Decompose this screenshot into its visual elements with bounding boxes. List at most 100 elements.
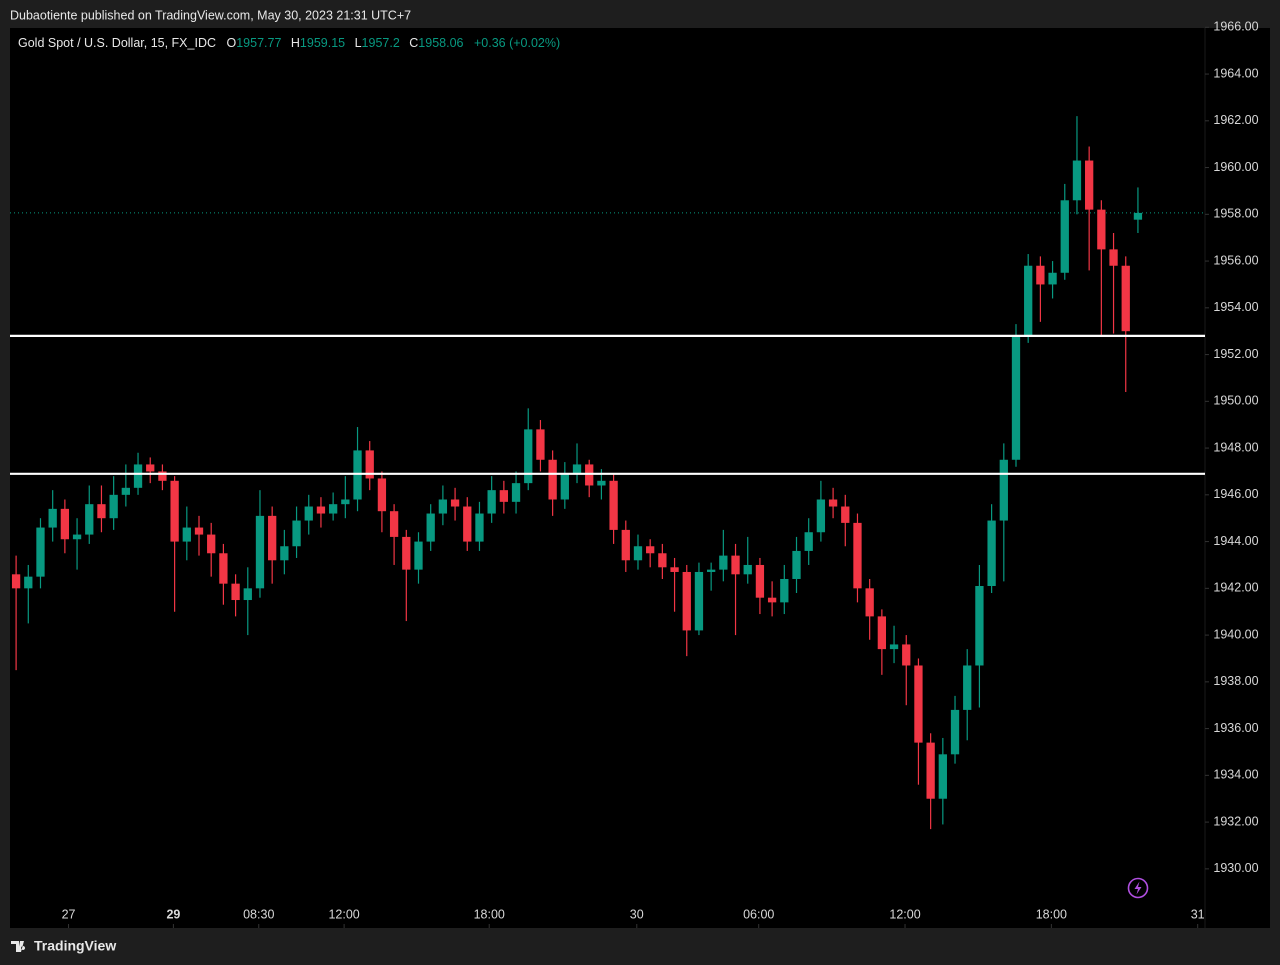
candle-body: [475, 513, 484, 542]
y-tick-label: 1954.00: [1213, 300, 1258, 314]
candle-body: [938, 754, 947, 799]
candle-body: [341, 499, 350, 505]
candle-body: [743, 564, 752, 575]
candle-body: [97, 504, 106, 519]
candle-body: [170, 480, 179, 542]
candle-body: [1085, 160, 1094, 210]
candle-body: [109, 494, 118, 519]
close-label: C: [409, 36, 418, 50]
candle-body: [1036, 265, 1045, 285]
candle-body: [1133, 212, 1143, 220]
candle-body: [207, 534, 216, 554]
y-tick-label: 1946.00: [1213, 487, 1258, 501]
candle-body: [1121, 265, 1130, 332]
candle-body: [1060, 200, 1069, 273]
x-tick-label: 27: [62, 907, 76, 921]
symbol: Gold Spot / U.S. Dollar, 15, FX_IDC: [18, 36, 216, 50]
candle-body: [646, 546, 655, 554]
candle-body: [767, 597, 777, 603]
candle-body: [280, 546, 289, 561]
candle-body: [889, 644, 899, 650]
high-label: H: [291, 36, 300, 50]
candle-body: [365, 450, 374, 479]
candle-body: [597, 480, 606, 486]
candle-body: [707, 569, 716, 572]
candle-body: [133, 464, 143, 488]
x-tick-label: 06:00: [743, 907, 774, 921]
low-value: 1957.2: [362, 36, 400, 50]
candle-body: [975, 586, 984, 666]
candle-body: [438, 499, 448, 514]
candle-body: [865, 588, 874, 617]
candle-body: [780, 578, 789, 603]
candle-body: [1024, 265, 1033, 336]
candle-body: [158, 471, 167, 481]
y-tick-label: 1962.00: [1213, 113, 1258, 127]
candle-body: [219, 553, 228, 584]
publish-info: Dubaotiente published on TradingView.com…: [10, 8, 411, 22]
candle-body: [243, 588, 252, 601]
candle-body: [609, 480, 618, 530]
change: +0.36 (+0.02%): [474, 36, 560, 50]
y-tick-label: 1934.00: [1213, 768, 1258, 782]
candle-body: [389, 511, 399, 537]
candle-body: [633, 546, 643, 561]
candle-body: [85, 504, 94, 535]
candle-body: [146, 464, 155, 472]
candle-body: [304, 506, 313, 521]
candle-body: [926, 742, 935, 799]
close-value: 1958.06: [418, 36, 463, 50]
candle-body: [511, 483, 521, 502]
high-value: 1959.15: [300, 36, 345, 50]
x-tick-label: 29: [166, 907, 180, 921]
y-tick-label: 1940.00: [1213, 627, 1258, 641]
candle-body: [804, 532, 813, 551]
candle-body: [1109, 249, 1118, 266]
plot-area: [10, 28, 1270, 928]
candle-body: [560, 473, 569, 500]
candle-body: [792, 550, 801, 579]
x-tick-label: 31: [1191, 907, 1205, 921]
candle-body: [658, 553, 667, 568]
candle-body: [828, 499, 838, 507]
candle-body: [682, 571, 691, 631]
candle-body: [1097, 209, 1106, 250]
candle-body: [1048, 272, 1057, 285]
candle-body: [548, 459, 557, 500]
y-tick-label: 1948.00: [1213, 440, 1258, 454]
candle-body: [524, 429, 533, 484]
candle-body: [902, 644, 911, 666]
y-tick-label: 1944.00: [1213, 534, 1258, 548]
candle-body: [572, 464, 582, 474]
y-tick-label: 1960.00: [1213, 160, 1258, 174]
candle-body: [231, 583, 240, 601]
candle-body: [182, 527, 191, 542]
x-tick-label: 12:00: [889, 907, 920, 921]
x-tick-label: 08:30: [243, 907, 274, 921]
x-tick-label: 30: [630, 907, 644, 921]
candle-body: [999, 459, 1008, 521]
candle-body: [463, 506, 472, 542]
y-tick-label: 1966.00: [1213, 20, 1258, 34]
candle-body: [48, 508, 57, 528]
open-label: O: [226, 36, 236, 50]
candle-body: [1011, 335, 1021, 460]
candle-body: [353, 450, 362, 500]
candle-body: [670, 567, 679, 572]
y-tick-label: 1952.00: [1213, 347, 1258, 361]
alert-icon[interactable]: [1127, 877, 1149, 899]
candle-body: [816, 499, 826, 533]
x-tick-label: 12:00: [328, 907, 359, 921]
candle-body: [24, 576, 33, 589]
candle-body: [121, 487, 130, 495]
y-tick-label: 1950.00: [1213, 394, 1258, 408]
y-tick-label: 1942.00: [1213, 581, 1258, 595]
x-tick-label: 18:00: [474, 907, 505, 921]
y-tick-label: 1958.00: [1213, 207, 1258, 221]
brand-name: TradingView: [34, 938, 116, 954]
candle-body: [731, 555, 740, 575]
candle-body: [402, 536, 411, 570]
candle-body: [414, 541, 423, 570]
candle-body: [987, 520, 996, 586]
